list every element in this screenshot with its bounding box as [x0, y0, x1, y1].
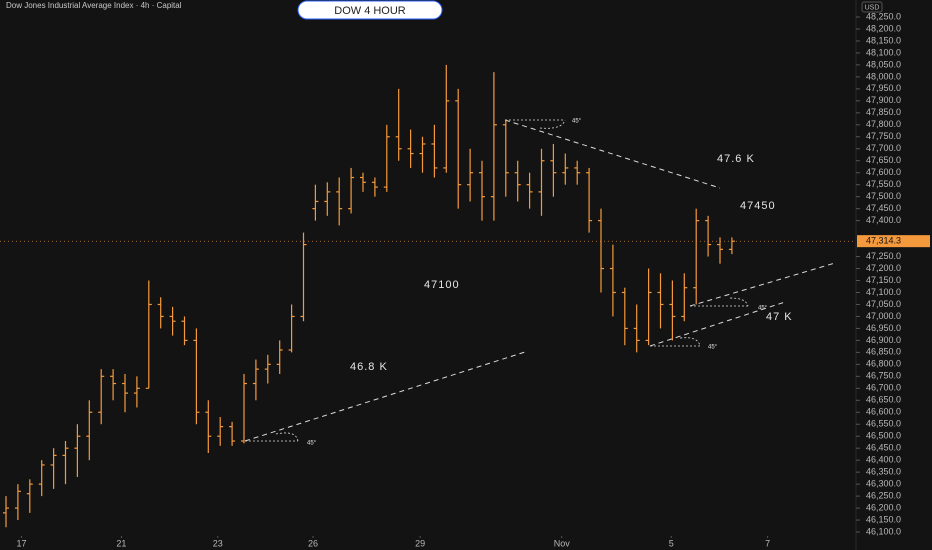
y-tick-label: 46,300.0 [866, 478, 901, 488]
x-tick-label: 7 [765, 538, 770, 548]
x-tick-label: Nov [554, 538, 571, 548]
y-tick-label: 46,900.0 [866, 335, 901, 345]
x-tick-label: 29 [415, 538, 425, 548]
annotation: 45° [307, 441, 317, 447]
x-tick-label: 17 [16, 538, 26, 548]
y-tick-label: 47,450.0 [866, 203, 901, 213]
currency: USD [865, 4, 880, 11]
y-tick-label: 47,500.0 [866, 191, 901, 201]
y-tick-label: 46,250.0 [866, 490, 901, 500]
y-tick-label: 46,600.0 [866, 407, 901, 417]
y-tick-label: 48,050.0 [866, 59, 901, 69]
y-tick-label: 47,550.0 [866, 179, 901, 189]
annotation: 47450 [740, 200, 776, 212]
y-tick-label: 46,750.0 [866, 371, 901, 381]
annotation: 45° [572, 119, 582, 125]
y-tick-label: 48,100.0 [866, 47, 901, 57]
y-tick-label: 47,650.0 [866, 155, 901, 165]
y-tick-label: 47,750.0 [866, 131, 901, 141]
angle-marks [245, 119, 749, 442]
y-tick-label: 46,100.0 [866, 526, 901, 536]
y-tick-label: 46,650.0 [866, 395, 901, 405]
y-tick-label: 47,200.0 [866, 263, 901, 273]
y-tick-label: 46,350.0 [866, 467, 901, 477]
annotation: 47100 [424, 279, 460, 291]
y-tick-label: 47,600.0 [866, 167, 901, 177]
x-tick-label: 5 [669, 538, 674, 548]
y-tick-label: 48,150.0 [866, 35, 901, 45]
annotation: 47.6 K [717, 153, 755, 165]
y-tick-label: 46,550.0 [866, 419, 901, 429]
y-tick-label: 48,250.0 [866, 11, 901, 21]
y-tick-label: 47,900.0 [866, 95, 901, 105]
y-tick-label: 46,950.0 [866, 323, 901, 333]
y-tick-label: 47,950.0 [866, 83, 901, 93]
y-tick-label: 47,050.0 [866, 299, 901, 309]
y-tick-label: 46,800.0 [866, 359, 901, 369]
x-tick-label: 21 [116, 538, 126, 548]
y-tick-label: 47,850.0 [866, 107, 901, 117]
y-tick-label: 46,400.0 [866, 455, 901, 465]
currency-box [861, 1, 883, 13]
y-tick-label: 46,200.0 [866, 502, 901, 512]
x-tick-label: 26 [308, 538, 318, 548]
y-tick-label: 47,150.0 [866, 275, 901, 285]
badge: DOW 4 HOUR [334, 5, 406, 17]
annotation: 46.8 K [350, 361, 388, 373]
last-price-label: 47,314.3 [866, 236, 901, 246]
chart-title: Dow Jones Industrial Average Index · 4h … [6, 1, 182, 10]
y-tick-label: 46,150.0 [866, 514, 901, 524]
annotation: 47 K [766, 311, 793, 323]
badge-bg [297, 0, 443, 20]
y-tick-label: 47,000.0 [866, 311, 901, 321]
y-tick-label: 47,400.0 [866, 215, 901, 225]
y-tick-label: 46,700.0 [866, 383, 901, 393]
y-tick-label: 47,700.0 [866, 143, 901, 153]
annotation: 45° [758, 306, 768, 312]
trend-lines [244, 119, 836, 442]
y-tick-label: 48,000.0 [866, 71, 901, 81]
y-tick-label: 47,800.0 [866, 119, 901, 129]
y-tick-label: 47,250.0 [866, 251, 901, 261]
y-tick-label: 46,850.0 [866, 347, 901, 357]
last-price-badge [857, 235, 930, 248]
y-tick-label: 47,100.0 [866, 287, 901, 297]
y-tick-label: 46,450.0 [866, 443, 901, 453]
x-tick-label: 23 [213, 538, 223, 548]
y-tick-label: 48,200.0 [866, 23, 901, 33]
annotation: 45° [708, 345, 718, 351]
y-tick-label: 46,500.0 [866, 431, 901, 441]
